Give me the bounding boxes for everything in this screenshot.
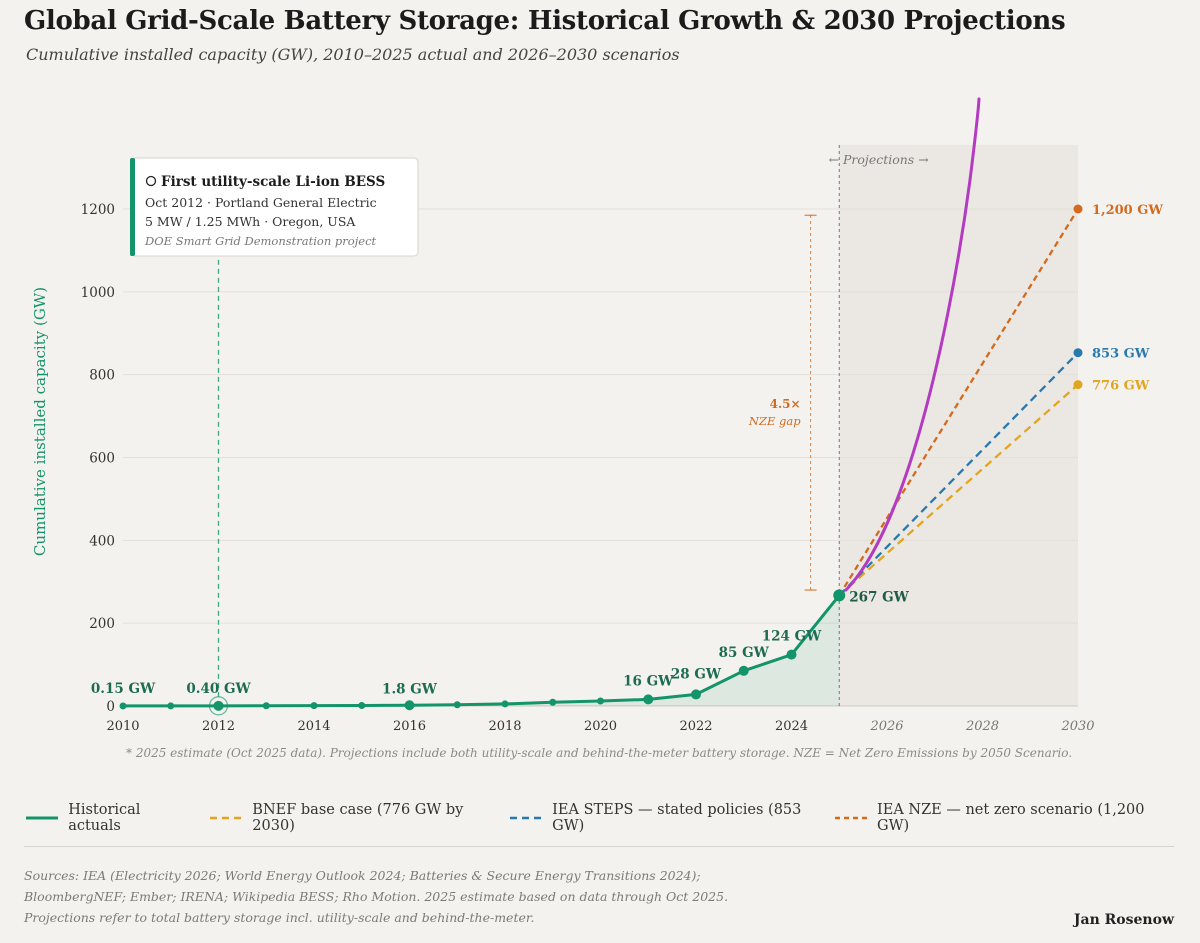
data-label-2024: 124 GW xyxy=(762,629,822,645)
annotation-callout: First utility-scale Li-ion BESS Oct 2012 … xyxy=(130,157,419,257)
footnote: * 2025 estimate (Oct 2025 data). Project… xyxy=(126,746,1073,760)
x-tick-label-2016: 2016 xyxy=(393,719,426,734)
annotation-line-3: DOE Smart Grid Demonstration project xyxy=(144,234,377,248)
historical-point-2020 xyxy=(597,697,604,705)
hand-drawn-growth-curve xyxy=(844,97,981,592)
projection-region xyxy=(839,145,1078,706)
historical-point-2019 xyxy=(549,698,557,706)
historical-point-2014 xyxy=(310,702,318,710)
historical-area xyxy=(123,595,840,706)
x-tick-label-2012: 2012 xyxy=(202,719,235,734)
legend-item-nze[interactable]: IEA NZE — net zero scenario (1,200 GW) xyxy=(834,802,1150,834)
sources-line-1: Sources: IEA (Electricity 2026; World En… xyxy=(24,868,701,883)
projection-endpoint-bnef xyxy=(1073,380,1083,390)
y-tick-label-200: 200 xyxy=(89,616,115,632)
historical-point-2018 xyxy=(501,700,509,708)
y-tick-label-1000: 1000 xyxy=(81,285,115,301)
y-tick-label-1200: 1200 xyxy=(81,202,115,218)
legend: Historical actuals BNEF base case (776 G… xyxy=(26,802,1176,834)
historical-point-2015 xyxy=(358,702,366,710)
historical-point-2024 xyxy=(786,649,797,660)
chart-canvas: 0 200 400 600 800 1000 1200 2010 2012 2014 2016 201… xyxy=(31,97,1163,734)
x-tick-label-2010: 2010 xyxy=(106,719,139,734)
annotation-accent-bar xyxy=(130,158,135,256)
historical-point-2011 xyxy=(167,702,175,710)
data-label-2016: 1.8 GW xyxy=(382,681,438,697)
historical-point-2010 xyxy=(119,702,127,710)
projection-endpoint-steps xyxy=(1073,348,1083,358)
annotation-line-1: Oct 2012 · Portland General Electric xyxy=(145,195,377,210)
projection-end-label-nze: 1,200 GW xyxy=(1092,203,1163,218)
data-label-2022: 28 GW xyxy=(671,666,722,682)
x-tick-label-2024: 2024 xyxy=(775,719,808,734)
legend-item-historical[interactable]: Historical actuals xyxy=(26,802,184,834)
historical-point-2016 xyxy=(404,700,415,711)
data-label-2010: 0.15 GW xyxy=(91,681,156,697)
sources-line-3: Projections refer to total battery stora… xyxy=(24,910,535,925)
x-tick-label-2022: 2022 xyxy=(679,719,712,734)
historical-point-2012-ring xyxy=(208,696,229,716)
x-tick-label-2018: 2018 xyxy=(488,719,521,734)
legend-item-steps[interactable]: IEA STEPS — stated policies (853 GW) xyxy=(509,802,809,834)
legend-swatch-steps xyxy=(509,816,543,820)
chart-subtitle: Cumulative installed capacity (GW), 2010… xyxy=(26,45,680,64)
y-tick-label-400: 400 xyxy=(89,533,115,549)
nze-gap-sublabel: NZE gap xyxy=(748,414,801,428)
data-label-2021: 16 GW xyxy=(623,673,674,689)
legend-item-bnef[interactable]: BNEF base case (776 GW by 2030) xyxy=(210,802,484,834)
x-tick-label-2028: 2028 xyxy=(965,719,999,734)
historical-point-2017 xyxy=(453,701,461,709)
x-tick-label-2014: 2014 xyxy=(297,719,330,734)
projection-line-nze xyxy=(838,208,1079,597)
annotation-circle-icon xyxy=(145,175,157,187)
chart-title: Global Grid-Scale Battery Storage: Histo… xyxy=(24,6,1066,36)
legend-label-nze: IEA NZE — net zero scenario (1,200 GW) xyxy=(877,802,1145,834)
sources-line-2: BloombergNEF; Ember; IRENA; Wikipedia BE… xyxy=(24,889,729,904)
historical-point-2022 xyxy=(691,689,701,700)
projection-label: ← Projections → xyxy=(829,152,930,167)
projection-end-label-bnef: 776 GW xyxy=(1092,379,1150,394)
sources-divider xyxy=(24,846,1174,847)
annotation-line-2: 5 MW / 1.25 MWh · Oregon, USA xyxy=(145,214,356,229)
historical-line xyxy=(122,594,841,708)
x-tick-label-2026: 2026 xyxy=(869,719,903,734)
legend-swatch-historical xyxy=(26,816,59,820)
projection-end-label-steps: 853 GW xyxy=(1092,347,1150,362)
historical-point-2025 xyxy=(833,589,846,602)
y-tick-label-0: 0 xyxy=(106,699,115,715)
y-tick-label-600: 600 xyxy=(89,451,115,467)
legend-swatch-bnef xyxy=(210,816,243,820)
projection-line-bnef xyxy=(838,383,1079,597)
x-tick-label-2030: 2030 xyxy=(1060,719,1094,734)
sources: Sources: IEA (Electricity 2026; World En… xyxy=(24,865,924,928)
author-credit: Jan Rosenow xyxy=(1073,912,1174,928)
x-tick-label-2020: 2020 xyxy=(584,719,617,734)
historical-point-2012 xyxy=(213,700,224,711)
historical-point-2023 xyxy=(738,665,749,676)
legend-label-bnef: BNEF base case (776 GW by 2030) xyxy=(252,802,464,834)
legend-label-historical: Historical actuals xyxy=(68,802,141,834)
legend-swatch-nze xyxy=(834,816,867,820)
historical-point-2013 xyxy=(262,702,270,710)
y-tick-label-800: 800 xyxy=(89,368,115,384)
data-label-2023: 85 GW xyxy=(719,645,770,661)
legend-label-steps: IEA STEPS — stated policies (853 GW) xyxy=(552,802,802,834)
annotation-title: First utility-scale Li-ion BESS xyxy=(161,174,385,190)
historical-point-2021 xyxy=(643,694,654,705)
projection-endpoint-nze xyxy=(1073,204,1083,214)
data-label-2012: 0.40 GW xyxy=(186,681,251,697)
projection-line-steps xyxy=(838,351,1079,597)
y-axis-title: Cumulative installed capacity (GW) xyxy=(31,287,49,556)
data-label-2025: 267 GW xyxy=(849,589,909,605)
nze-gap-label: 4.5× xyxy=(770,397,801,411)
